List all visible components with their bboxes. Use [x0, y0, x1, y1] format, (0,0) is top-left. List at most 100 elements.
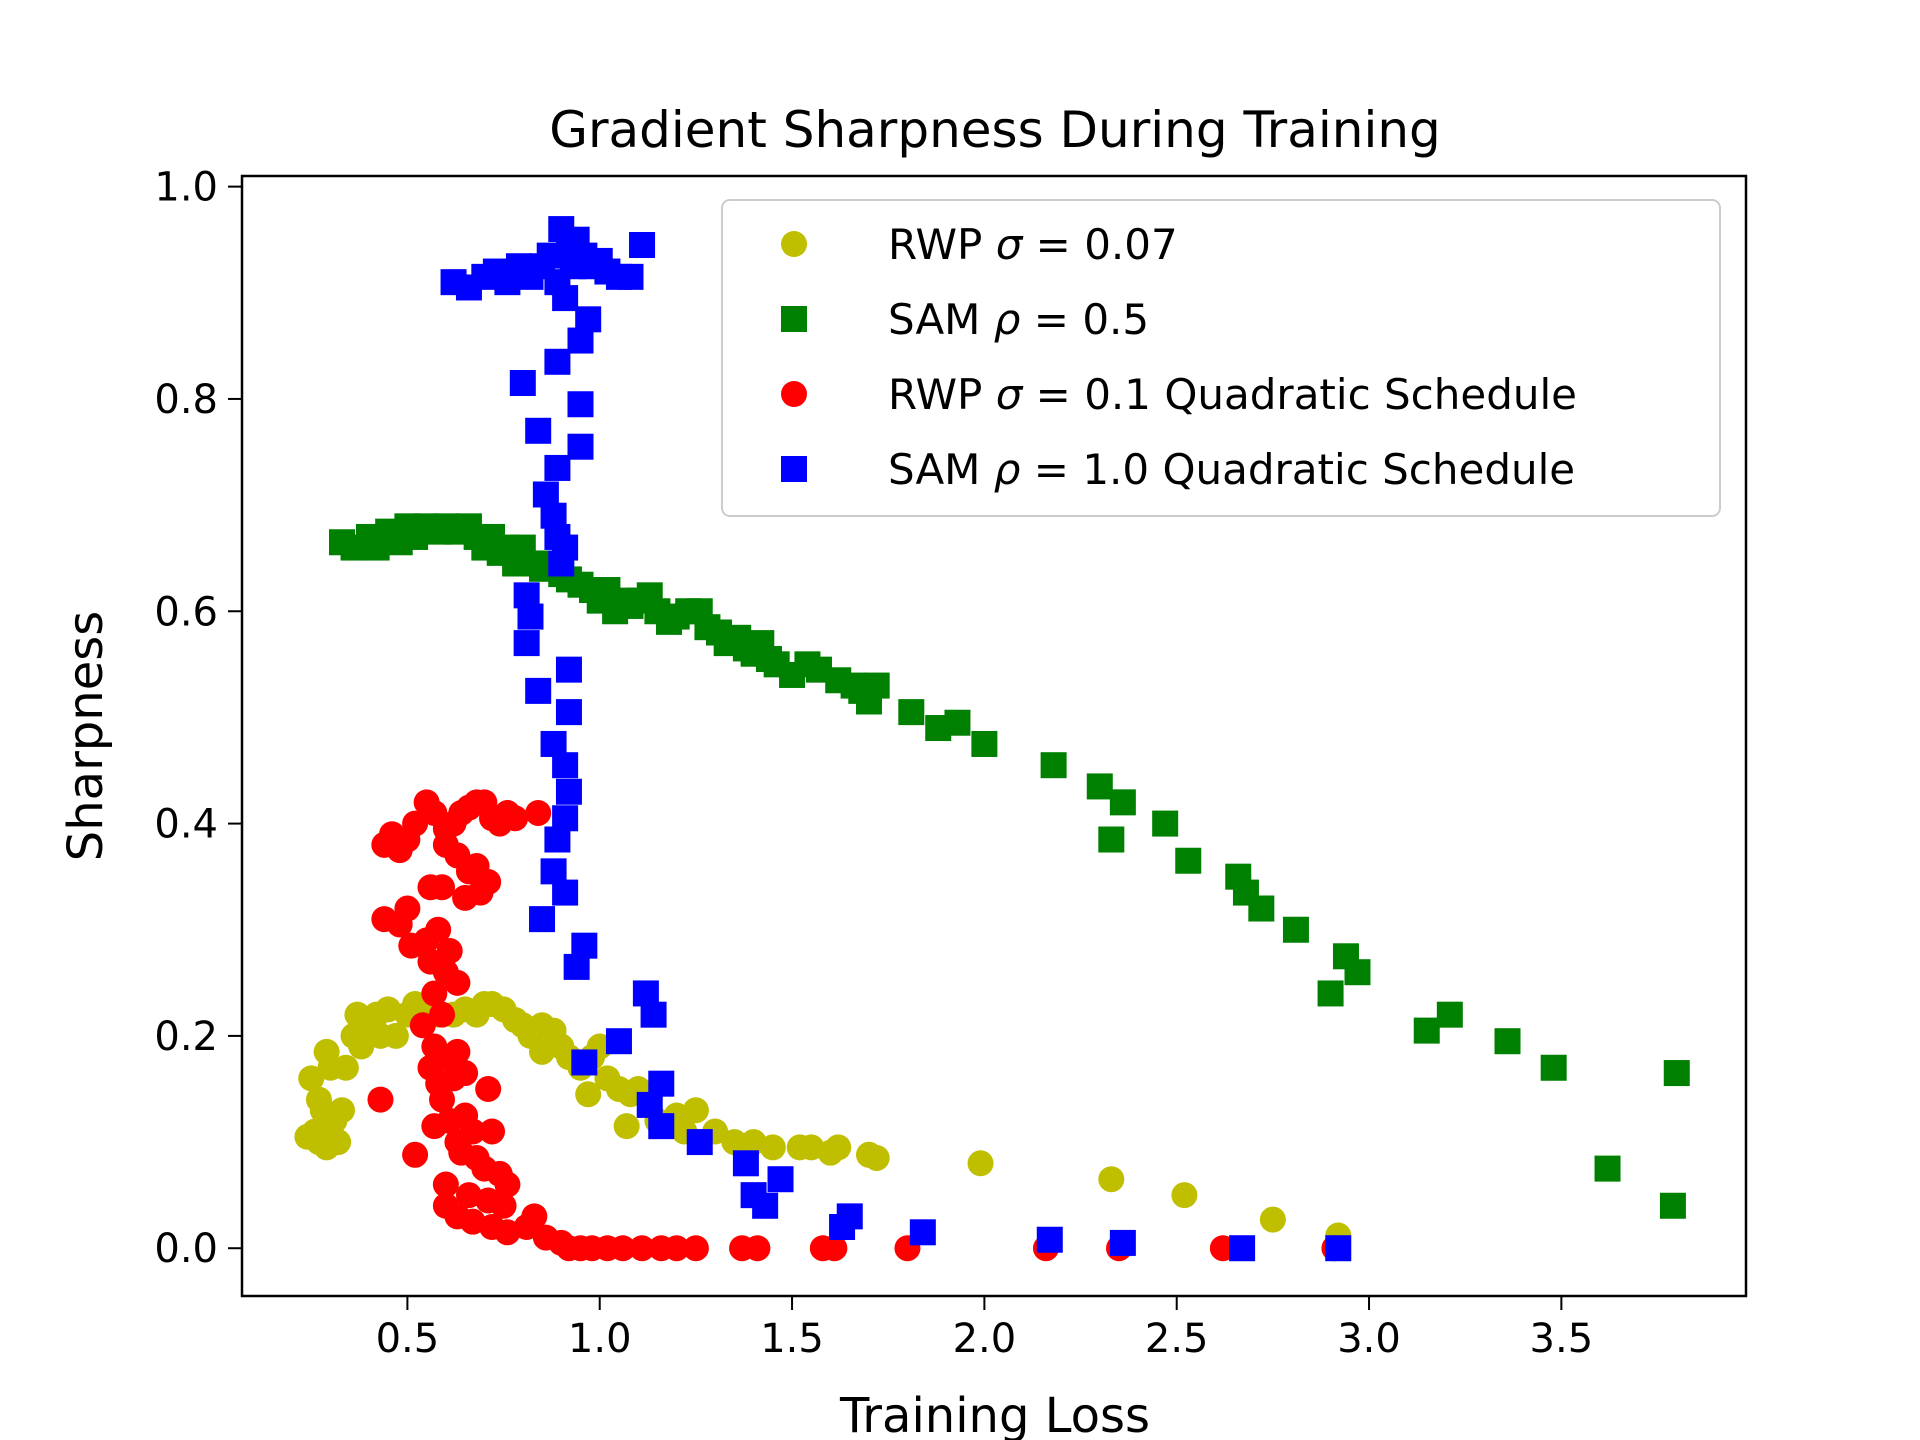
plot-area — [294, 216, 1690, 1262]
chart-title: Gradient Sharpness During Training — [549, 101, 1441, 159]
y-axis-title: Sharpness — [58, 611, 114, 861]
x-tick-label: 3.5 — [1530, 1316, 1594, 1362]
data-point — [1282, 916, 1309, 943]
data-point — [475, 1075, 502, 1102]
data-point — [563, 953, 590, 980]
data-point — [394, 895, 421, 922]
data-point — [682, 1235, 709, 1262]
x-tick-label: 1.0 — [568, 1316, 632, 1362]
data-point — [544, 454, 571, 481]
data-point — [752, 1192, 779, 1219]
data-point — [629, 232, 656, 259]
data-point — [425, 916, 452, 943]
series-3 — [367, 789, 1348, 1262]
data-point — [640, 1001, 667, 1028]
data-point — [552, 285, 579, 312]
data-point — [821, 1235, 848, 1262]
data-point — [648, 1113, 675, 1140]
data-point — [1663, 1060, 1690, 1087]
data-point — [1040, 752, 1067, 779]
data-point — [575, 1081, 602, 1108]
data-point — [552, 752, 579, 779]
data-point — [1098, 826, 1125, 853]
data-point — [313, 1038, 340, 1065]
data-point — [1344, 959, 1371, 986]
data-point — [467, 879, 494, 906]
x-axis: 0.5 1.0 1.5 2.0 2.5 3.0 3.5 — [376, 1296, 1594, 1362]
data-point — [767, 1166, 794, 1193]
data-point — [944, 709, 971, 736]
data-point — [1317, 980, 1344, 1007]
legend: RWP σ = 0.07 SAM ρ = 0.5 RWP σ = 0.1 Quadr… — [721, 199, 1721, 517]
data-point — [863, 1144, 890, 1171]
y-axis: 0.0 0.2 0.4 0.6 0.8 1.0 — [154, 165, 242, 1272]
x-tick-label: 0.5 — [376, 1316, 440, 1362]
data-point — [898, 699, 925, 726]
data-point — [429, 874, 456, 901]
data-point — [429, 1086, 456, 1113]
data-point — [567, 327, 594, 354]
data-point — [529, 906, 556, 933]
data-point — [648, 1070, 675, 1097]
data-point — [525, 677, 552, 704]
data-point — [544, 826, 571, 853]
data-point — [555, 778, 582, 805]
data-point — [402, 810, 429, 837]
x-tick-label: 3.0 — [1337, 1316, 1401, 1362]
data-point — [521, 1203, 548, 1230]
data-point — [1248, 895, 1275, 922]
data-point — [429, 1001, 456, 1028]
data-point — [744, 1235, 771, 1262]
data-point — [1436, 1001, 1463, 1028]
data-point — [1413, 1017, 1440, 1044]
data-point — [509, 370, 536, 397]
legend-box — [721, 199, 1721, 517]
data-point — [1036, 1226, 1063, 1253]
data-point — [367, 1086, 394, 1113]
y-tick-label: 1.0 — [154, 165, 218, 211]
data-point — [1229, 1235, 1256, 1262]
y-tick-label: 0.4 — [154, 802, 218, 848]
data-point — [1540, 1054, 1567, 1081]
legend-marker — [781, 456, 807, 482]
data-point — [567, 433, 594, 460]
data-point — [494, 1171, 521, 1198]
data-point — [1098, 1166, 1125, 1193]
data-point — [544, 348, 571, 375]
data-point — [555, 656, 582, 683]
data-point — [1659, 1192, 1686, 1219]
data-point — [409, 1012, 436, 1039]
data-point — [617, 263, 644, 290]
data-point — [402, 1141, 429, 1168]
data-point — [836, 1203, 863, 1230]
data-point — [1152, 810, 1179, 837]
data-point — [909, 1219, 936, 1246]
y-tick-label: 0.6 — [154, 589, 218, 635]
data-point — [1171, 1182, 1198, 1209]
legend-marker — [781, 231, 807, 257]
data-point — [732, 1150, 759, 1177]
series-4 — [440, 216, 1352, 1262]
data-point — [567, 391, 594, 418]
legend-label: RWP σ = 0.07 — [888, 220, 1178, 269]
data-point — [609, 1235, 636, 1262]
data-point — [525, 799, 552, 826]
data-point — [490, 1192, 517, 1219]
data-point — [436, 937, 463, 964]
data-point — [1325, 1235, 1352, 1262]
plot-frame — [240, 174, 1748, 1298]
data-point — [1109, 1229, 1136, 1256]
data-point — [967, 1150, 994, 1177]
data-point — [552, 534, 579, 561]
legend-marker — [781, 306, 807, 332]
data-point — [432, 1171, 459, 1198]
data-point — [525, 417, 552, 444]
y-tick-label: 0.0 — [154, 1226, 218, 1272]
data-point — [613, 1113, 640, 1140]
y-tick-label: 0.8 — [154, 377, 218, 423]
data-point — [1086, 773, 1113, 800]
data-point — [605, 1028, 632, 1055]
data-point — [1594, 1155, 1621, 1182]
data-point — [479, 1118, 506, 1145]
